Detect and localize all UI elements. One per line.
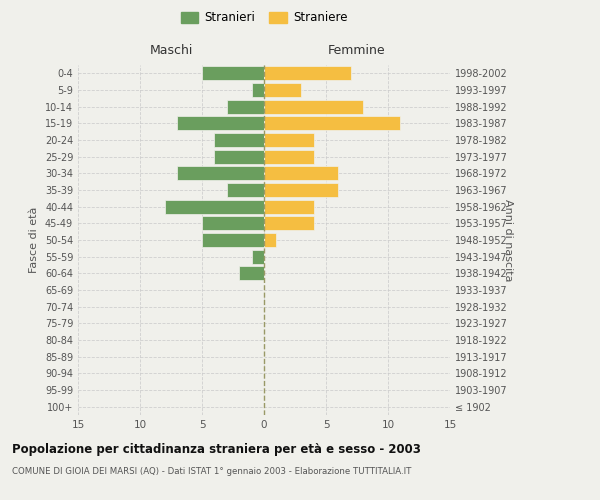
Text: COMUNE DI GIOIA DEI MARSI (AQ) - Dati ISTAT 1° gennaio 2003 - Elaborazione TUTTI: COMUNE DI GIOIA DEI MARSI (AQ) - Dati IS… xyxy=(12,468,412,476)
Bar xyxy=(165,200,264,214)
Bar xyxy=(251,250,264,264)
Bar xyxy=(264,116,400,130)
Y-axis label: Anni di nascita: Anni di nascita xyxy=(503,198,513,281)
Bar xyxy=(227,183,264,197)
Bar xyxy=(264,183,338,197)
Bar xyxy=(214,133,264,147)
Text: Femmine: Femmine xyxy=(328,44,386,58)
Bar xyxy=(177,166,264,180)
Bar xyxy=(264,66,351,80)
Legend: Stranieri, Straniere: Stranieri, Straniere xyxy=(177,8,351,28)
Bar xyxy=(227,100,264,114)
Bar xyxy=(264,100,363,114)
Text: Maschi: Maschi xyxy=(149,44,193,58)
Bar xyxy=(202,233,264,247)
Bar xyxy=(264,216,314,230)
Bar xyxy=(264,150,314,164)
Bar xyxy=(251,83,264,97)
Bar xyxy=(214,150,264,164)
Y-axis label: Fasce di età: Fasce di età xyxy=(29,207,39,273)
Bar xyxy=(264,83,301,97)
Bar xyxy=(264,133,314,147)
Bar xyxy=(177,116,264,130)
Bar xyxy=(202,216,264,230)
Bar xyxy=(202,66,264,80)
Bar xyxy=(239,266,264,280)
Bar xyxy=(264,166,338,180)
Bar xyxy=(264,200,314,214)
Text: Popolazione per cittadinanza straniera per età e sesso - 2003: Popolazione per cittadinanza straniera p… xyxy=(12,442,421,456)
Bar xyxy=(264,233,277,247)
